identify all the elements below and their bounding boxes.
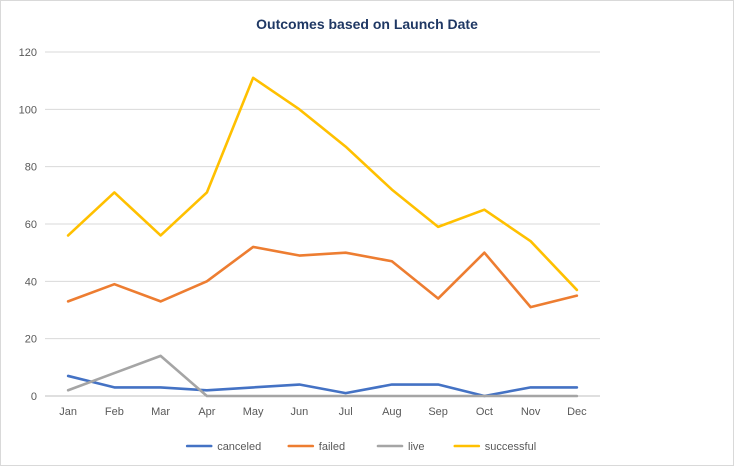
y-tick-label: 60 [25,219,37,231]
gridlines [45,51,600,397]
series-line-successful [66,76,579,292]
chart-title: Outcomes based on Launch Date [256,16,478,32]
x-tick-label: Oct [476,406,493,418]
x-tick-label: Sep [428,406,448,418]
x-tick-label: Apr [198,406,215,418]
legend: canceled failed live successful [185,441,536,453]
legend-label-canceled: canceled [217,441,261,453]
x-tick-label: Nov [521,406,541,418]
y-tick-label: 100 [19,104,37,116]
series-line-failed [66,245,579,309]
y-tick-label: 120 [19,47,37,59]
x-tick-label: Feb [105,406,124,418]
y-tick-label: 20 [25,334,37,346]
series-lines [66,76,579,398]
y-tick-label: 40 [25,276,37,288]
x-tick-label: Mar [151,406,170,418]
legend-label-failed: failed [319,441,345,453]
series-line-canceled [66,374,579,398]
legend-label-live: live [408,441,425,453]
x-tick-label: Dec [567,406,587,418]
y-tick-label: 80 [25,162,37,174]
x-tick-label: Aug [382,406,402,418]
x-tick-label: Jun [291,406,309,418]
x-tick-label: Jan [59,406,77,418]
x-axis-ticks: Jan Feb Mar Apr May Jun Jul Aug Sep Oct Nov Dec [59,406,587,418]
legend-label-successful: successful [485,441,536,453]
series-line-live [66,354,579,398]
y-axis-ticks: 0 20 40 60 80 100 120 [19,47,37,403]
x-tick-label: Jul [339,406,353,418]
y-tick-label: 0 [31,391,37,403]
x-tick-label: May [243,406,264,418]
